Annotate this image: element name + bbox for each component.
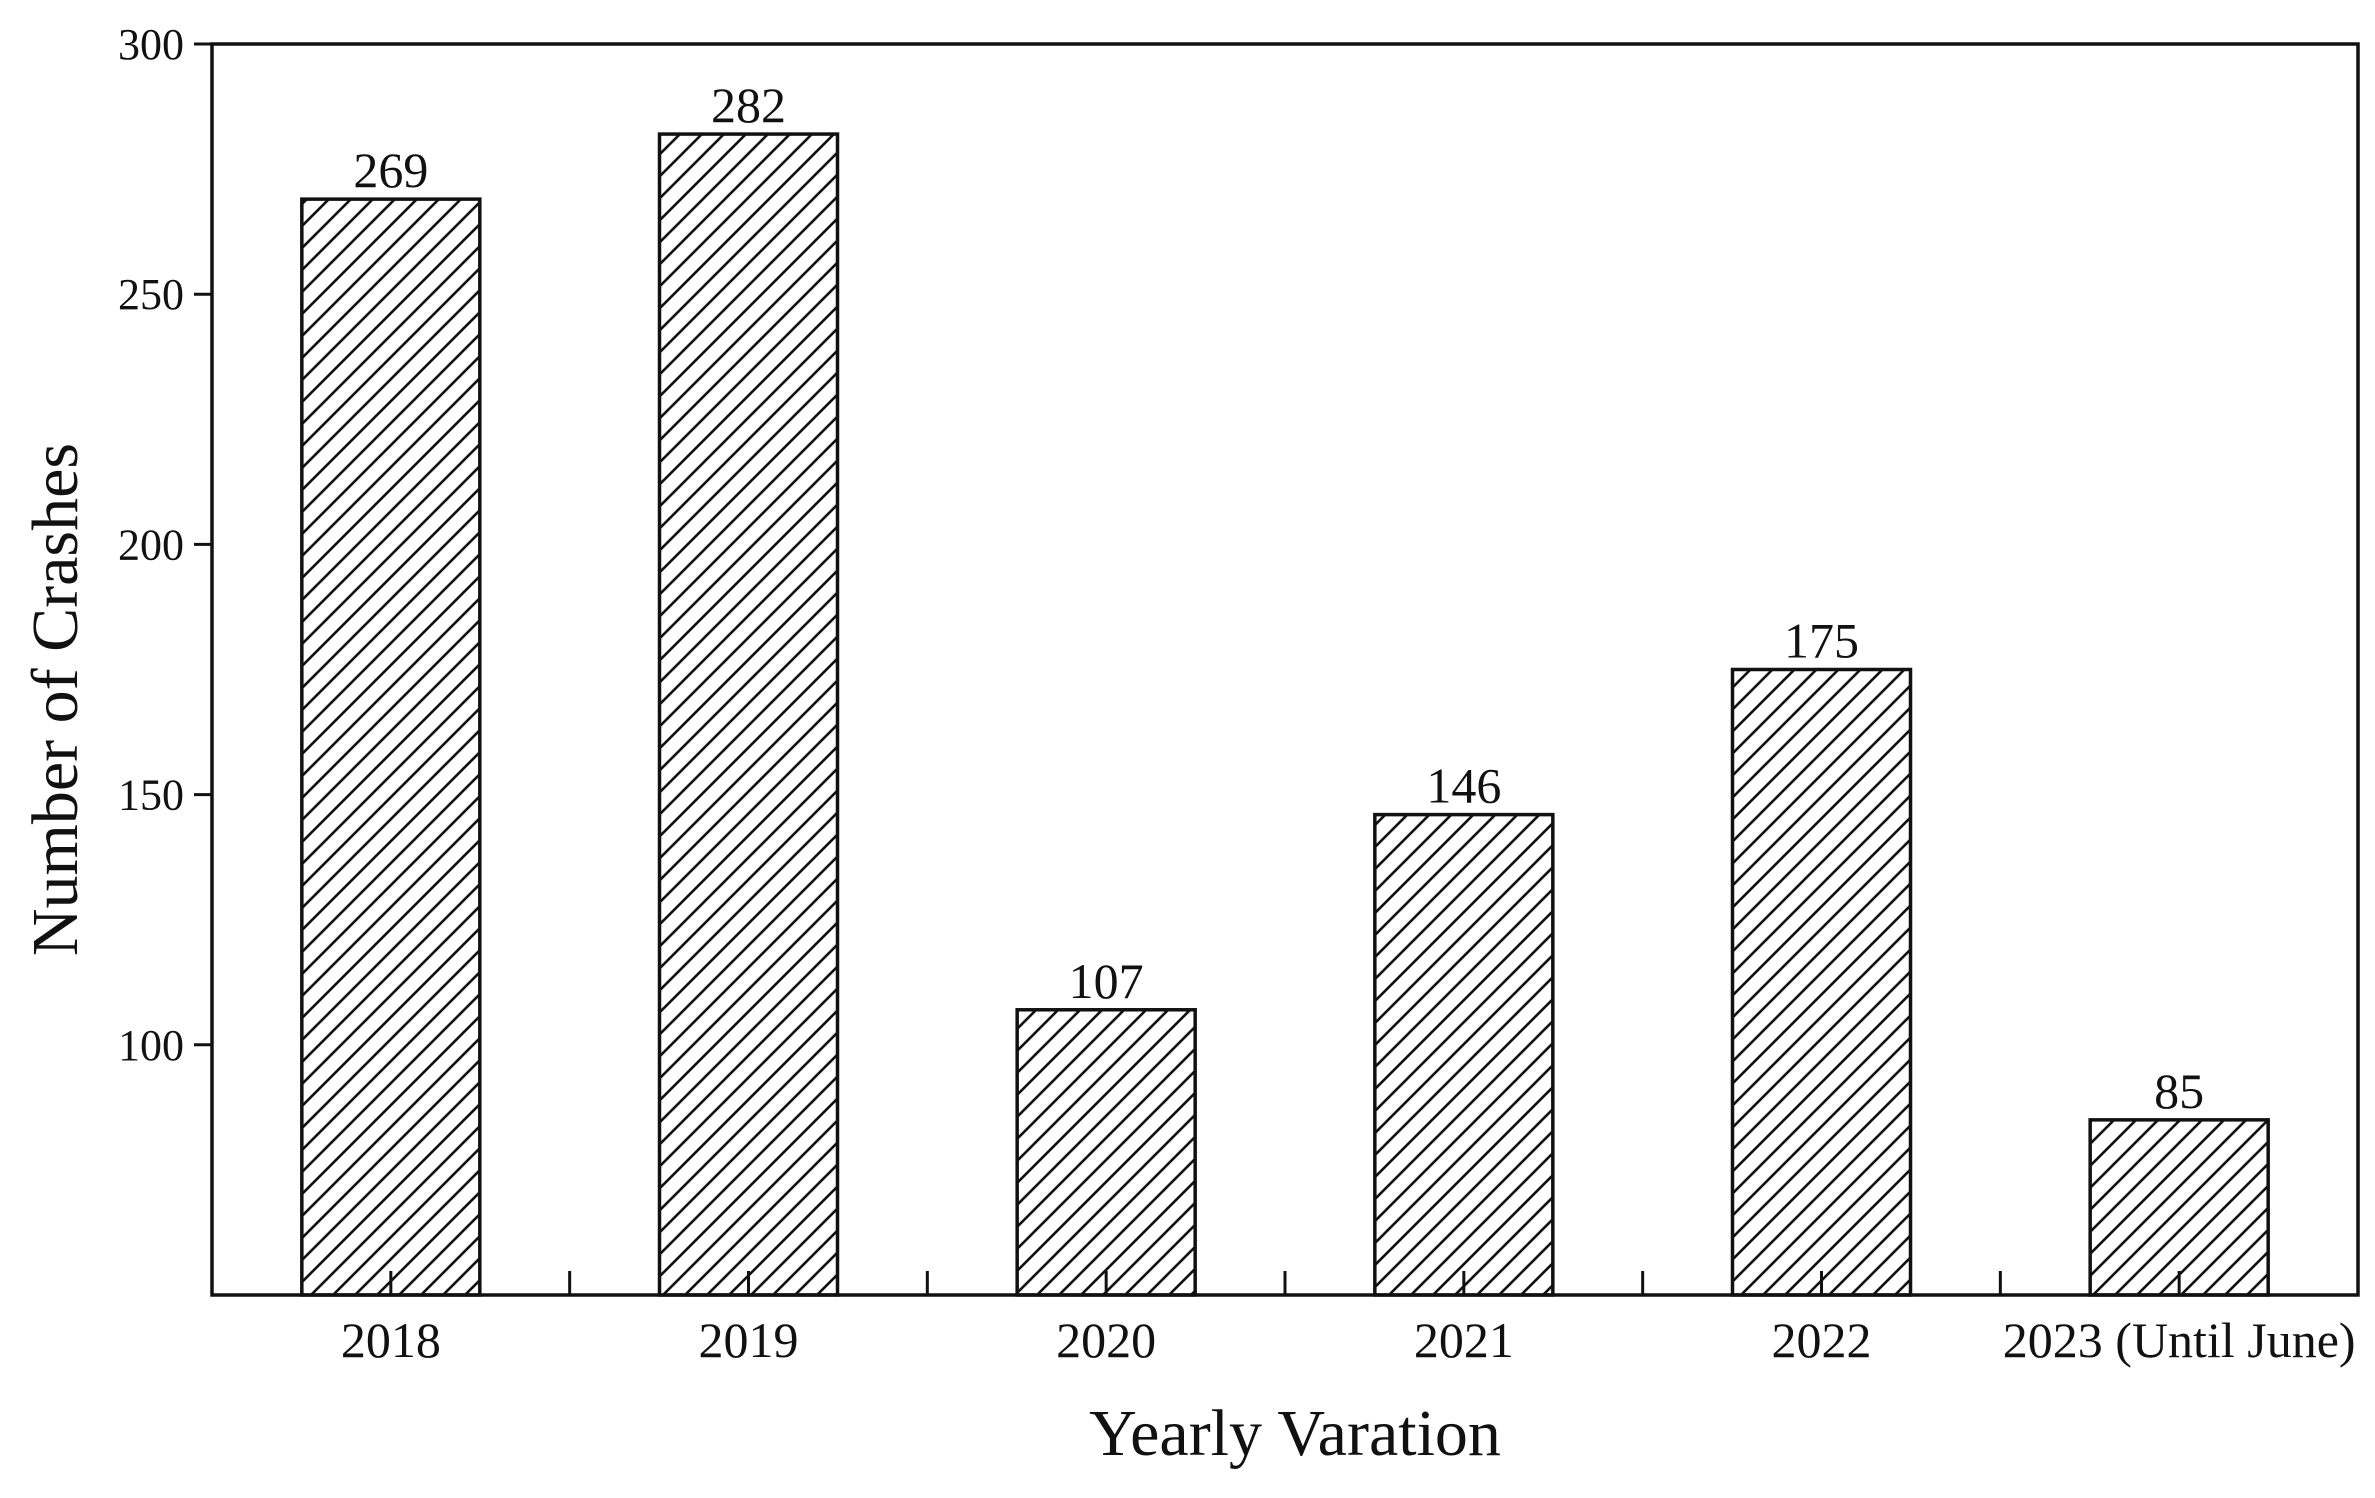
x-tick-label: 2023 (Until June) — [2003, 1312, 2356, 1368]
y-tick-label: 300 — [118, 20, 184, 69]
data-label-2021: 146 — [1426, 758, 1501, 814]
plot-area-frame — [210, 42, 2360, 1297]
data-label-2023: 85 — [2154, 1063, 2204, 1119]
data-label-2019: 282 — [711, 77, 786, 133]
x-tick-label: 2020 — [1056, 1312, 1156, 1368]
y-tick-label: 100 — [118, 1021, 184, 1070]
bar-2023 — [2088, 1118, 2270, 1297]
x-tick-label: 2019 — [699, 1312, 799, 1368]
x-axis-title: Yearly Varation — [1089, 1397, 1501, 1470]
bar-2019 — [657, 132, 840, 1297]
bar-2021 — [1373, 812, 1555, 1297]
data-label-2022: 175 — [1784, 613, 1859, 669]
y-axis-ticks: 100 150 200 250 300 — [118, 20, 212, 1070]
x-axis-ticks: 2018 2019 2020 2021 2022 2023 (Until June) — [341, 1271, 2356, 1368]
y-axis-title: Number of Crashes — [19, 443, 92, 956]
y-tick-label: 200 — [118, 520, 184, 569]
bars-layer — [300, 132, 2270, 1297]
bar-2022 — [1730, 667, 1913, 1297]
bar-2020 — [1015, 1008, 1197, 1297]
x-tick-label: 2018 — [341, 1312, 441, 1368]
data-labels: 269 282 107 146 175 85 — [353, 77, 2204, 1119]
bar-2018 — [300, 197, 482, 1297]
data-label-2018: 269 — [353, 142, 428, 198]
x-tick-label: 2021 — [1414, 1312, 1514, 1368]
y-tick-label: 150 — [118, 771, 184, 820]
y-tick-label: 250 — [118, 270, 184, 319]
data-label-2020: 107 — [1069, 953, 1144, 1009]
x-tick-label: 2022 — [1772, 1312, 1872, 1368]
